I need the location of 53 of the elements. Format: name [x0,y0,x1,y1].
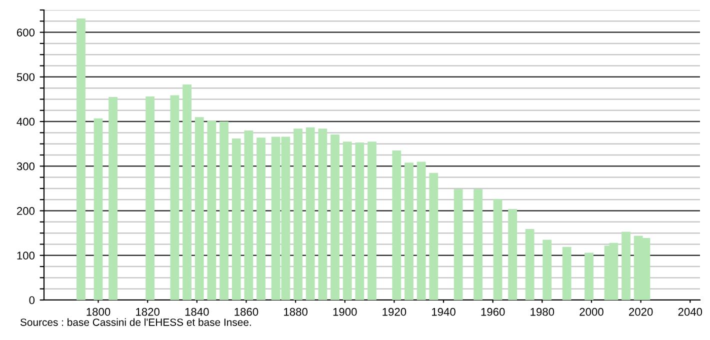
y-tick-label: 500 [16,73,35,82]
bar [622,232,630,300]
bar [493,199,502,300]
bar [244,130,254,300]
bar [94,118,103,300]
y-tick-label: 100 [17,252,35,260]
x-tick-label: 1900 [333,308,357,316]
x-tick-label: 1980 [530,308,554,316]
bar [76,18,86,300]
bar [454,188,463,300]
bar [429,172,438,300]
bar [182,84,192,300]
x-tick-label: 1860 [234,308,258,316]
bar [306,127,315,300]
bar [294,128,302,300]
y-tick-label: 0 [29,296,35,304]
y-tick-label: 600 [17,28,35,36]
bar [416,162,426,300]
bar [355,142,364,300]
bar [584,252,594,300]
x-tick-label: 1960 [481,308,505,316]
bar [207,120,216,300]
bar [146,96,154,300]
bar [220,122,228,300]
bar [368,142,376,300]
bar [170,95,180,300]
bar [508,208,518,300]
x-tick-label: 1840 [185,308,209,316]
bar [330,134,340,300]
x-tick-label: 2040 [678,308,702,316]
bar [525,229,534,300]
bar [108,97,118,300]
x-tick-label: 2020 [629,308,653,316]
x-tick-label: 1940 [432,308,456,316]
bar [256,138,266,300]
x-tick-label: 1920 [382,308,406,316]
source-note: Sources : base Cassini de l'EHESS et base Insee. [20,318,251,326]
x-tick-label: 1880 [284,308,308,316]
bar [392,150,402,300]
y-tick-label: 200 [16,207,35,215]
y-tick-label: 400 [16,118,35,126]
bar [318,128,328,300]
x-tick-label: 1820 [136,308,160,316]
bar [232,138,241,300]
bar [474,188,482,300]
bar [542,240,552,300]
bar [562,246,572,300]
bar [404,162,414,300]
y-tick-label: 300 [16,162,35,170]
x-tick-label: 1800 [86,308,110,316]
bar [194,117,204,300]
x-tick-label: 2000 [580,308,604,316]
bar [342,142,352,300]
